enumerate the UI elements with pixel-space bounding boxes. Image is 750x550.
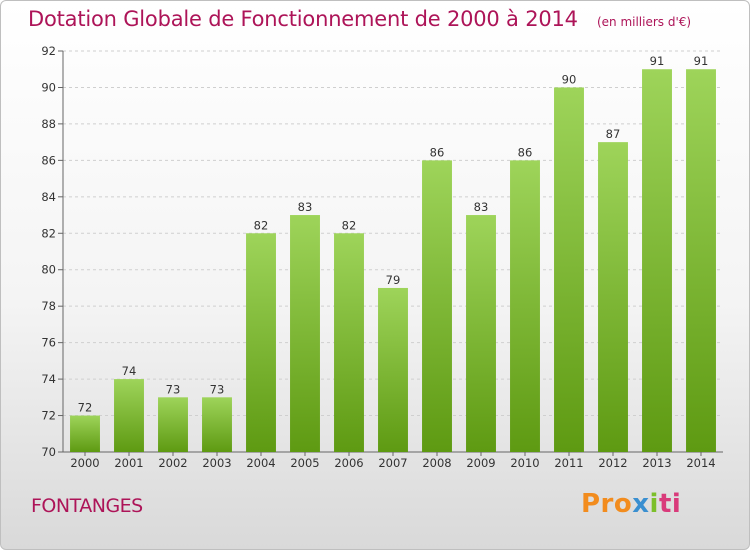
bar (510, 160, 540, 452)
chart-title: Dotation Globale de Fonctionnement de 20… (28, 7, 578, 31)
y-tick-label: 82 (41, 226, 56, 240)
bar-value-label: 83 (298, 200, 313, 214)
x-tick-label: 2008 (422, 456, 451, 470)
bar (114, 379, 144, 452)
bar-value-label: 73 (166, 382, 181, 396)
bar (554, 87, 584, 453)
y-tick-label: 92 (41, 44, 56, 58)
chart-subtitle: (en milliers d'€) (596, 15, 692, 29)
x-tick-label: 2000 (70, 456, 99, 470)
y-tick-label: 72 (41, 409, 56, 423)
bar (598, 142, 628, 453)
x-tick-label: 2011 (554, 456, 583, 470)
bar-value-label: 90 (562, 72, 577, 86)
bar-value-label: 73 (210, 382, 225, 396)
x-tick-label: 2012 (598, 456, 627, 470)
y-tick-label: 86 (41, 153, 56, 167)
y-tick-label: 90 (41, 80, 56, 94)
bar-value-label: 91 (694, 54, 709, 68)
bar (422, 160, 452, 452)
x-tick-label: 2005 (290, 456, 319, 470)
y-tick-label: 80 (41, 263, 56, 277)
x-tick-label: 2006 (334, 456, 363, 470)
x-tick-label: 2002 (158, 456, 187, 470)
x-tick-label: 2014 (686, 456, 715, 470)
bar-value-label: 79 (386, 273, 401, 287)
x-tick-label: 2004 (246, 456, 275, 470)
bar-value-label: 86 (430, 145, 445, 159)
y-tick-label: 88 (41, 117, 56, 131)
x-tick-label: 2003 (202, 456, 231, 470)
proxiti-logo: Proxiti (581, 489, 682, 519)
bar (686, 69, 716, 453)
bar-value-label: 72 (78, 401, 93, 415)
place-name: FONTANGES (31, 495, 143, 517)
x-tick-label: 2009 (466, 456, 495, 470)
bar-value-label: 86 (518, 145, 533, 159)
x-tick-label: 2010 (510, 456, 539, 470)
bar (466, 215, 496, 452)
bar-value-label: 82 (342, 218, 357, 232)
bar-value-label: 83 (474, 200, 489, 214)
bar (246, 233, 276, 452)
x-tick-label: 2013 (642, 456, 671, 470)
bar (158, 397, 188, 452)
bar (202, 397, 232, 452)
bar (70, 415, 100, 452)
bar (334, 233, 364, 452)
bar-value-label: 82 (254, 218, 269, 232)
y-tick-label: 84 (41, 190, 56, 204)
bar-value-label: 87 (606, 127, 621, 141)
bar-value-label: 74 (122, 364, 137, 378)
x-tick-label: 2001 (114, 456, 143, 470)
y-tick-label: 76 (41, 336, 56, 350)
bar (378, 287, 408, 452)
y-tick-label: 70 (41, 445, 56, 459)
chart-title-block: Dotation Globale de Fonctionnement de 20… (28, 7, 691, 31)
y-tick-label: 74 (41, 372, 56, 386)
x-tick-label: 2007 (378, 456, 407, 470)
bar (642, 69, 672, 453)
y-tick-label: 78 (41, 299, 56, 313)
bar (290, 215, 320, 452)
bar-value-label: 91 (650, 54, 665, 68)
